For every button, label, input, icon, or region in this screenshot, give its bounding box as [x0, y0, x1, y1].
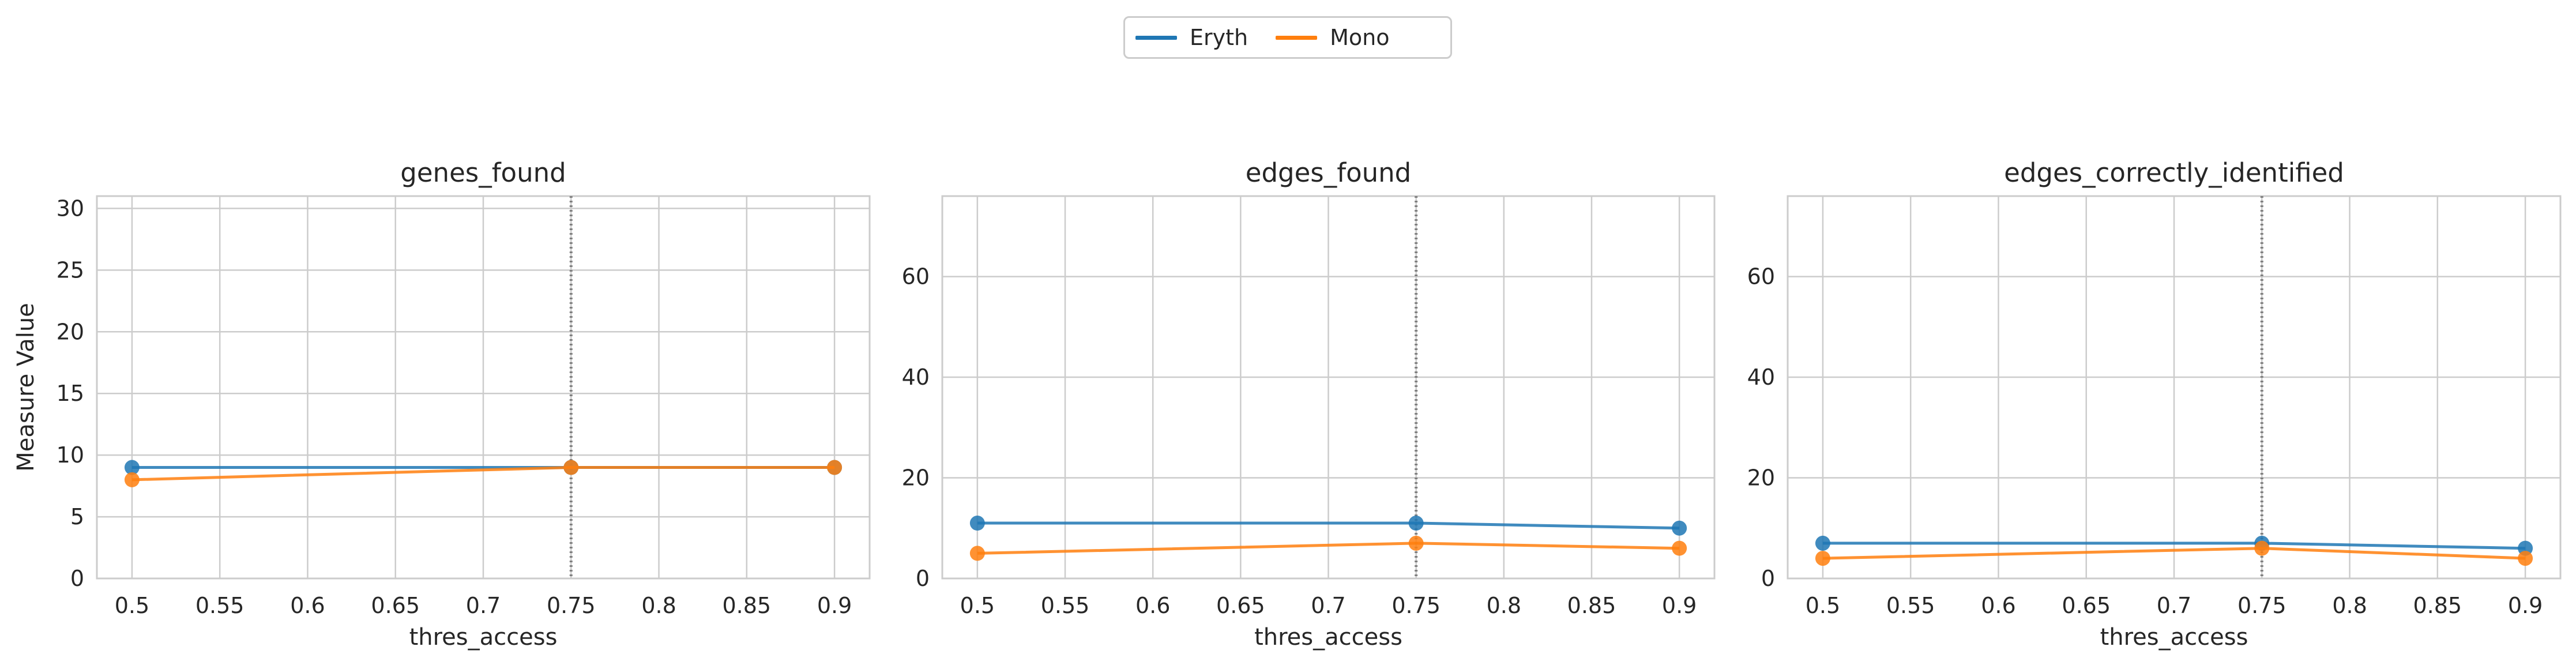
- chart-title: genes_found: [400, 157, 566, 188]
- y-tick-label: 0: [916, 566, 930, 591]
- axes-frame: [941, 195, 1716, 580]
- x-tick-label: 0.65: [2062, 593, 2111, 618]
- data-point-eryth: [1408, 516, 1424, 531]
- axes-frame: [1787, 195, 2562, 580]
- x-tick-label: 0.7: [1311, 593, 1345, 618]
- y-tick-label: 20: [902, 465, 930, 491]
- legend-swatch-mono: [1276, 35, 1318, 40]
- x-tick-label: 0.65: [1216, 593, 1265, 618]
- x-tick-label: 0.5: [1806, 593, 1840, 618]
- x-tick-label: 0.8: [641, 593, 676, 618]
- x-tick-label: 0.75: [547, 593, 596, 618]
- y-tick-label: 15: [57, 381, 84, 406]
- x-tick-label: 0.75: [1392, 593, 1441, 618]
- data-point-mono: [2254, 540, 2270, 556]
- x-tick-label: 0.8: [2332, 593, 2367, 618]
- y-tick-label: 0: [70, 566, 84, 591]
- data-point-mono: [124, 472, 140, 487]
- data-point-eryth: [1815, 535, 1830, 551]
- x-tick-label: 0.55: [1041, 593, 1090, 618]
- y-tick-label: 60: [1747, 264, 1775, 290]
- legend: Eryth Mono: [1123, 16, 1452, 59]
- legend-item-mono: Mono: [1276, 25, 1389, 50]
- x-axis-label: thres_access: [409, 624, 558, 651]
- x-tick-label: 0.9: [1662, 593, 1697, 618]
- x-tick-label: 0.8: [1487, 593, 1521, 618]
- chart-panel-2: 0.5 0.55 0.6 0.65 0.7 0.75 0.8 0.85 0.9 0 20 40 60 ed…: [902, 157, 1716, 651]
- y-tick-label: 0: [1761, 566, 1775, 591]
- x-tick-label: 0.55: [1886, 593, 1935, 618]
- x-tick-label: 0.6: [1135, 593, 1170, 618]
- y-tick-label: 20: [57, 319, 84, 344]
- x-tick-label: 0.9: [2508, 593, 2543, 618]
- x-tick-label: 0.9: [817, 593, 852, 618]
- x-tick-label: 0.6: [290, 593, 325, 618]
- data-point-eryth: [1672, 520, 1687, 536]
- x-tick-label: 0.5: [115, 593, 149, 618]
- x-tick-label: 0.7: [2157, 593, 2191, 618]
- legend-swatch-eryth: [1135, 35, 1177, 40]
- y-tick-label: 60: [902, 264, 930, 290]
- x-tick-label: 0.6: [1981, 593, 2015, 618]
- axes-frame: [96, 195, 871, 580]
- y-tick-label: 20: [1747, 465, 1775, 491]
- y-tick-label: 40: [1747, 364, 1775, 390]
- legend-label-eryth: Eryth: [1190, 25, 1248, 50]
- x-tick-label: 0.85: [1567, 593, 1616, 618]
- x-axis-label: thres_access: [1254, 624, 1402, 651]
- chart-panel-3: 0.5 0.55 0.6 0.65 0.7 0.75 0.8 0.85 0.9 0 20 40 60 ed…: [1747, 157, 2562, 651]
- legend-label-mono: Mono: [1330, 25, 1390, 50]
- x-tick-label: 0.5: [960, 593, 995, 618]
- x-axis-label: thres_access: [2100, 624, 2248, 651]
- y-tick-label: 5: [70, 504, 84, 529]
- chart-title: edges_correctly_identified: [2004, 157, 2344, 188]
- data-point-eryth: [969, 516, 985, 531]
- y-tick-label: 30: [57, 196, 84, 221]
- data-point-mono: [1815, 551, 1830, 566]
- data-point-mono: [969, 546, 985, 561]
- data-point-mono: [563, 460, 579, 475]
- data-point-eryth: [124, 460, 140, 475]
- x-tick-label: 0.7: [466, 593, 501, 618]
- chart-panel-1: 0.5 0.55 0.6 0.65 0.7 0.75 0.8 0.85 0.9 0 5 10 15 20 2…: [13, 157, 871, 651]
- x-tick-label: 0.85: [2413, 593, 2462, 618]
- y-tick-label: 25: [57, 257, 84, 283]
- chart-title: edges_found: [1246, 157, 1411, 188]
- x-tick-label: 0.65: [371, 593, 420, 618]
- x-tick-label: 0.75: [2237, 593, 2287, 618]
- y-tick-label: 10: [57, 442, 84, 468]
- data-point-mono: [827, 460, 843, 475]
- y-axis-label: Measure Value: [13, 303, 39, 472]
- y-tick-label: 40: [902, 364, 930, 390]
- legend-item-eryth: Eryth: [1135, 25, 1248, 50]
- data-point-mono: [2518, 551, 2533, 566]
- data-point-mono: [1672, 540, 1687, 556]
- x-tick-label: 0.85: [723, 593, 772, 618]
- data-point-mono: [1408, 535, 1424, 551]
- x-tick-label: 0.55: [195, 593, 245, 618]
